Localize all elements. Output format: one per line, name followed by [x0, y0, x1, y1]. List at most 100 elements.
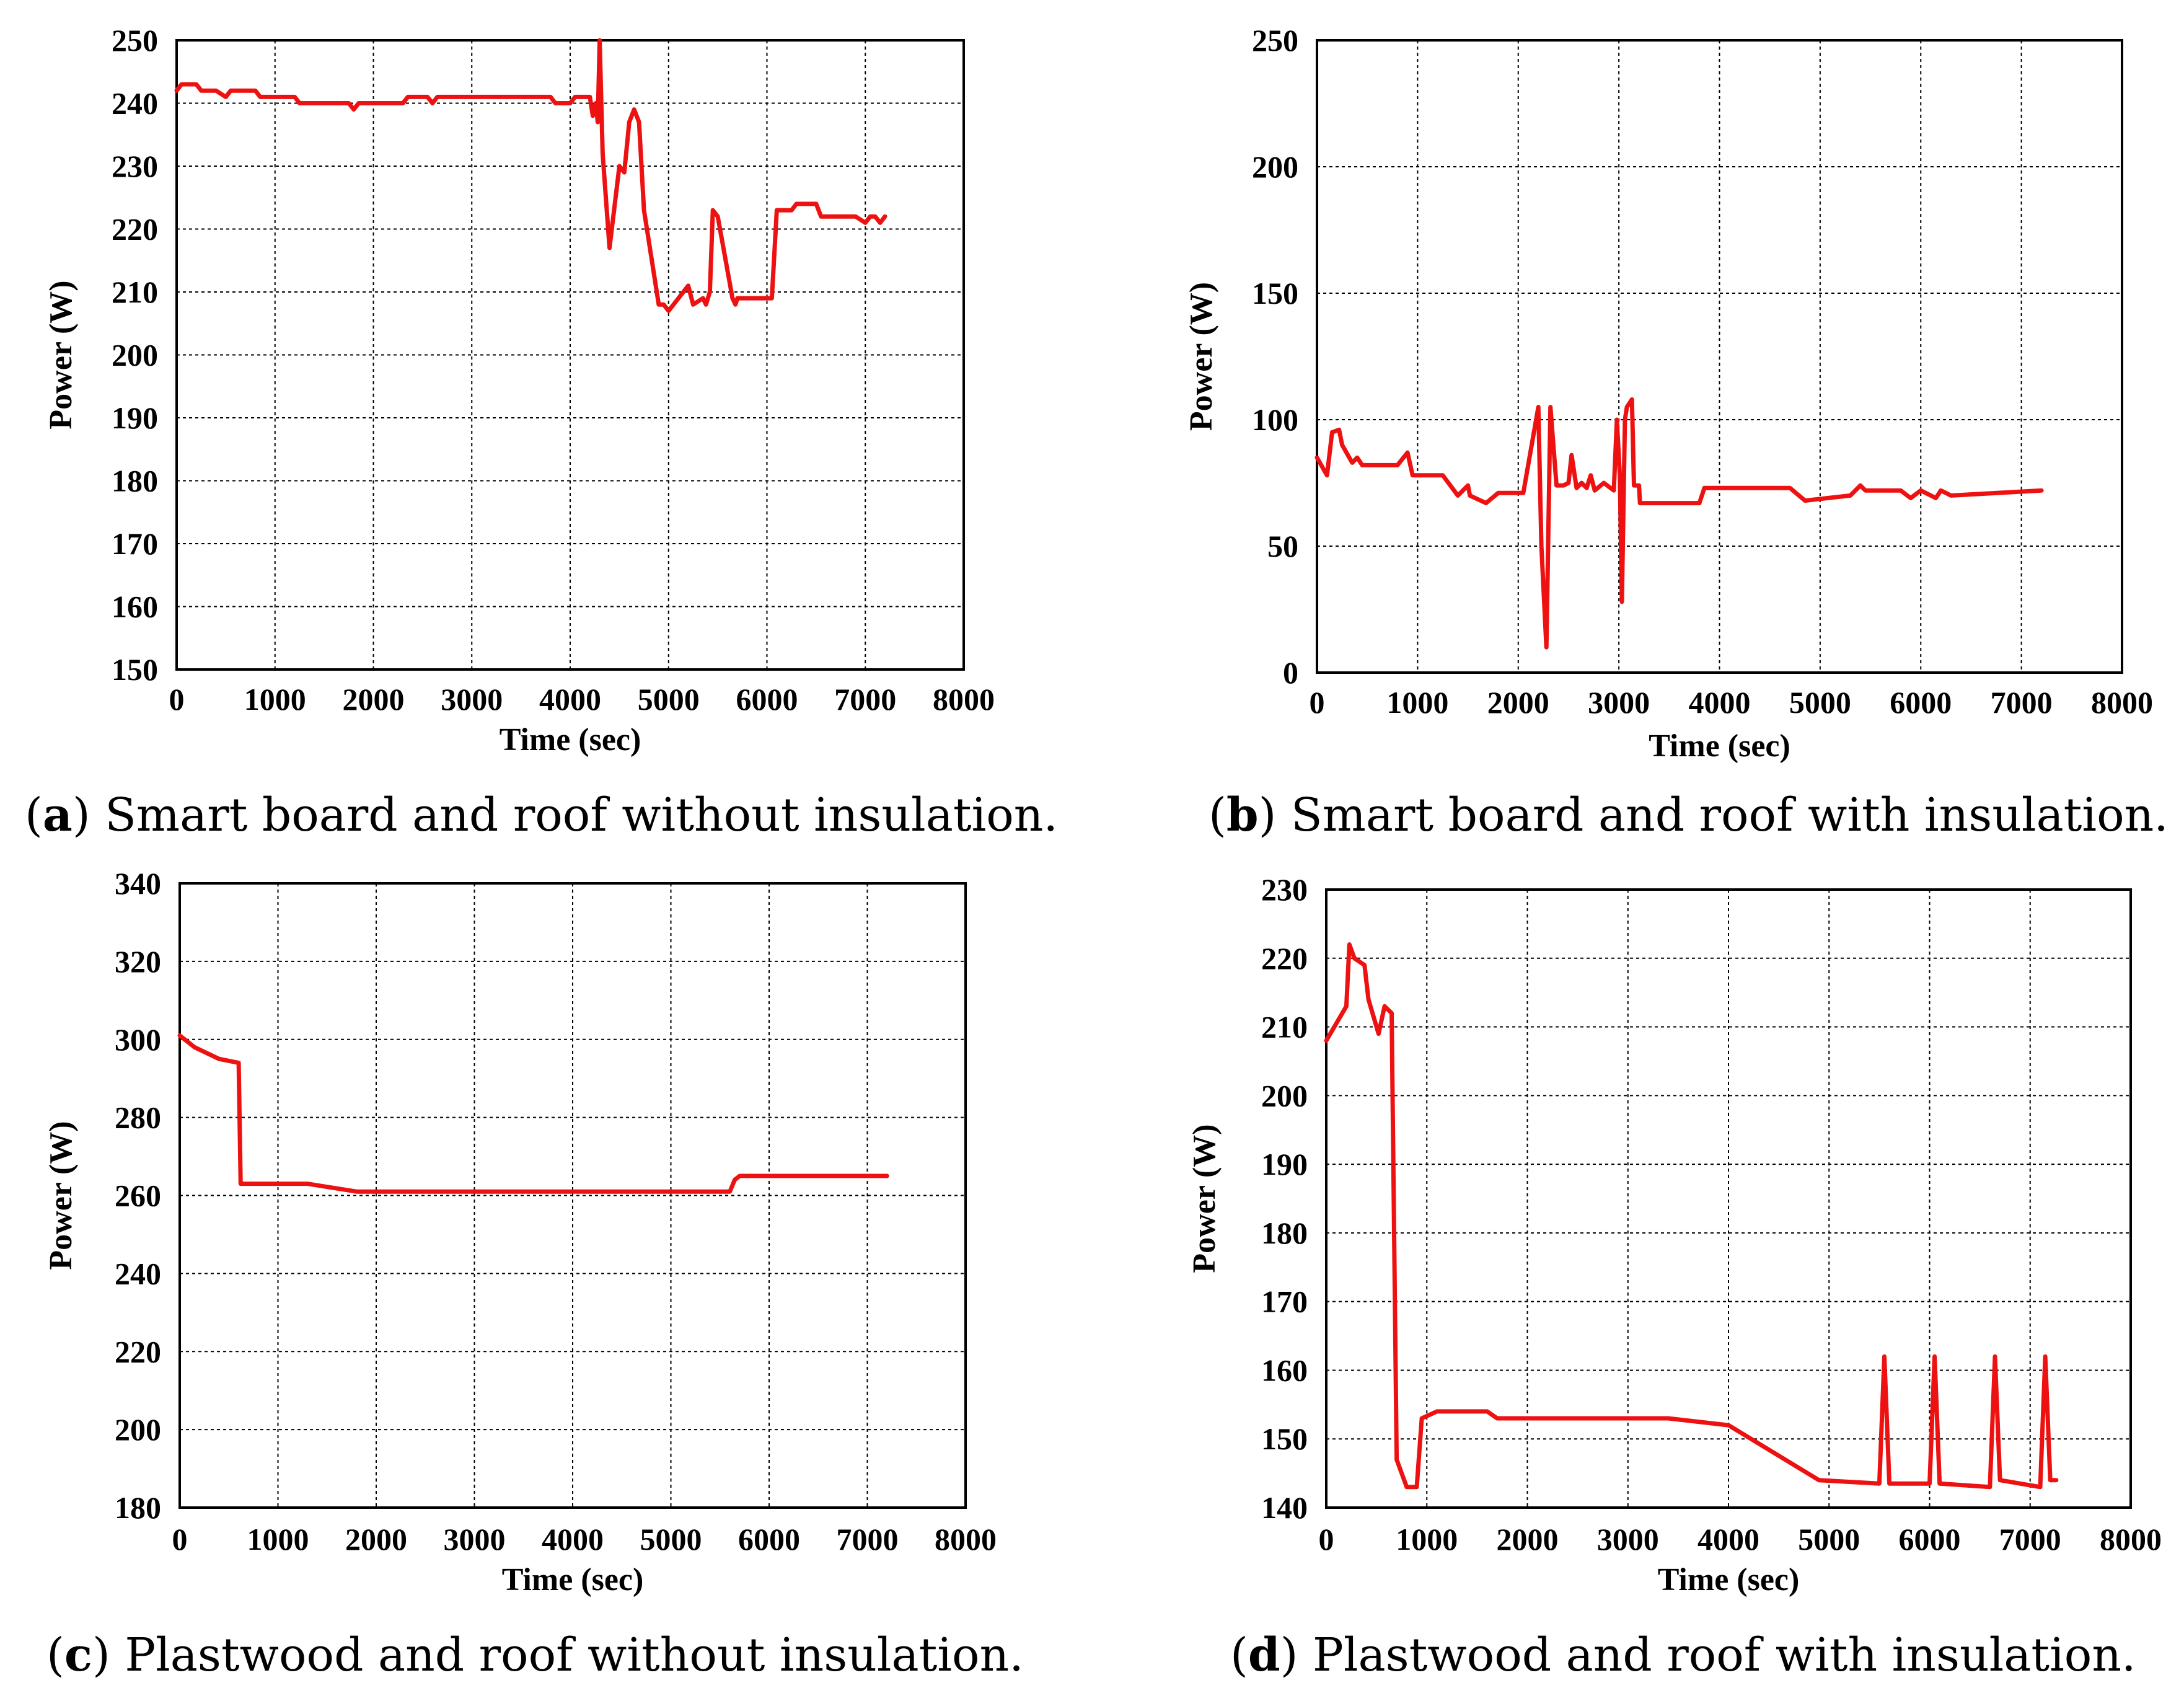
- x-tick-label: 5000: [1798, 1522, 1860, 1557]
- panel-caption: (c) Plastwood and roof without insulatio…: [46, 1628, 1024, 1682]
- x-tick-label: 0: [169, 682, 185, 717]
- y-tick-label: 180: [112, 464, 158, 498]
- x-tick-label: 6000: [736, 682, 798, 717]
- x-tick-label: 6000: [738, 1522, 800, 1557]
- y-tick-label: 250: [112, 23, 158, 58]
- x-tick-label: 0: [1310, 685, 1325, 720]
- y-tick-label: 150: [1261, 1421, 1308, 1456]
- y-tick-label: 240: [115, 1256, 161, 1291]
- series-line-power: [174, 38, 887, 313]
- y-tick-label: 0: [1283, 655, 1298, 690]
- x-axis-title: Time (sec): [1658, 1562, 1800, 1597]
- y-tick-label: 240: [112, 86, 158, 121]
- y-tick-label: 50: [1267, 529, 1298, 563]
- y-tick-label: 170: [112, 526, 158, 561]
- y-tick-label: 170: [1261, 1284, 1308, 1319]
- plot-frame: [175, 39, 965, 671]
- caption-paren-close: ): [73, 789, 105, 842]
- y-tick-label: 220: [112, 212, 158, 247]
- y-tick-label: 100: [1252, 402, 1298, 437]
- y-tick-label: 210: [1261, 1010, 1308, 1045]
- x-tick-label: 5000: [1789, 685, 1851, 720]
- caption-text: Smart board and roof without insulation.: [105, 789, 1058, 842]
- x-tick-label: 7000: [1999, 1522, 2061, 1557]
- x-tick-label: 8000: [2091, 685, 2153, 720]
- x-tick-label: 4000: [1689, 685, 1751, 720]
- x-tick-label: 7000: [837, 1522, 899, 1557]
- y-axis-title: Power (W): [1187, 1124, 1222, 1273]
- caption-letter: b: [1226, 789, 1259, 842]
- y-tick-label: 180: [115, 1490, 161, 1525]
- x-tick-label: 4000: [1697, 1522, 1759, 1557]
- x-tick-label: 3000: [441, 682, 503, 717]
- x-axis-title: Time (sec): [502, 1562, 644, 1597]
- x-axis-title: Time (sec): [500, 722, 641, 758]
- caption-text: Plastwood and roof without insulation.: [125, 1628, 1023, 1682]
- x-tick-label: 1000: [244, 682, 306, 717]
- chart-panel-a: 0 1000 2000 3000 4000 5000 6000 7000 8000 150 160 1…: [25, 23, 1058, 842]
- x-tick-label: 6000: [1899, 1522, 1961, 1557]
- y-tick-label: 160: [1261, 1353, 1308, 1387]
- x-tick-label: 0: [1319, 1522, 1334, 1557]
- plot-frame: [1316, 39, 2123, 674]
- x-tick-label: 1000: [1396, 1522, 1458, 1557]
- x-axis-title: Time (sec): [1649, 728, 1790, 764]
- x-tick-label: 7000: [834, 682, 896, 717]
- caption-paren-close: ): [92, 1628, 125, 1682]
- caption-paren-open: (: [1209, 789, 1226, 842]
- y-tick-label: 220: [115, 1334, 161, 1369]
- y-tick-label: 300: [115, 1022, 161, 1057]
- y-axis-title: Power (W): [1184, 282, 1219, 431]
- y-axis-title: Power (W): [43, 1121, 79, 1270]
- panel-caption: (a) Smart board and roof without insulat…: [25, 789, 1058, 842]
- y-tick-label: 150: [112, 652, 158, 687]
- caption-letter: d: [1248, 1628, 1280, 1682]
- y-tick-label: 200: [115, 1412, 161, 1447]
- y-tick-label: 220: [1261, 941, 1308, 976]
- caption-paren-open: (: [25, 789, 43, 842]
- x-tick-label: 2000: [345, 1522, 407, 1557]
- y-tick-label: 160: [112, 590, 158, 624]
- x-tick-label: 2000: [343, 682, 405, 717]
- x-tick-label: 2000: [1497, 1522, 1559, 1557]
- plot-frame: [178, 882, 967, 1509]
- chart-panel-d: 0 1000 2000 3000 4000 5000 6000 7000 8000 140 150 1…: [1187, 872, 2162, 1682]
- x-tick-label: 5000: [638, 682, 700, 717]
- x-tick-label: 3000: [1588, 685, 1650, 720]
- caption-paren-close: ): [1280, 1628, 1313, 1682]
- x-tick-label: 8000: [933, 682, 995, 717]
- x-tick-label: 4000: [539, 682, 601, 717]
- y-tick-label: 140: [1261, 1490, 1308, 1525]
- y-tick-label: 230: [1261, 872, 1308, 907]
- caption-text: Plastwood and roof with insulation.: [1313, 1628, 2136, 1682]
- series-line-power: [177, 1033, 889, 1194]
- y-tick-label: 320: [115, 944, 161, 979]
- caption-paren-open: (: [46, 1628, 64, 1682]
- x-tick-label: 8000: [935, 1522, 997, 1557]
- caption-text: Smart board and roof with insulation.: [1291, 789, 2169, 842]
- series-line-power: [1324, 942, 2059, 1490]
- panel-caption: (d) Plastwood and roof with insulation.: [1230, 1628, 2136, 1682]
- x-tick-label: 3000: [444, 1522, 506, 1557]
- y-tick-label: 200: [1261, 1078, 1308, 1113]
- caption-paren-open: (: [1230, 1628, 1248, 1682]
- x-tick-label: 2000: [1487, 685, 1549, 720]
- x-tick-label: 5000: [640, 1522, 702, 1557]
- chart-panel-b: 0 1000 2000 3000 4000 5000 6000 7000 8000 0 50 100 1…: [1184, 23, 2169, 842]
- y-tick-label: 230: [112, 149, 158, 183]
- x-tick-label: 0: [172, 1522, 188, 1557]
- x-tick-label: 1000: [247, 1522, 309, 1557]
- caption-letter: a: [43, 789, 73, 842]
- x-tick-label: 8000: [2100, 1522, 2162, 1557]
- y-tick-label: 260: [115, 1178, 161, 1213]
- y-tick-label: 190: [1261, 1147, 1308, 1182]
- x-tick-label: 3000: [1597, 1522, 1659, 1557]
- y-tick-label: 190: [112, 400, 158, 435]
- x-tick-label: 1000: [1386, 685, 1448, 720]
- y-tick-label: 210: [112, 275, 158, 309]
- x-tick-label: 6000: [1890, 685, 1952, 720]
- y-axis-title: Power (W): [43, 280, 79, 429]
- series-line-power: [1314, 397, 2044, 650]
- caption-paren-close: ): [1259, 789, 1291, 842]
